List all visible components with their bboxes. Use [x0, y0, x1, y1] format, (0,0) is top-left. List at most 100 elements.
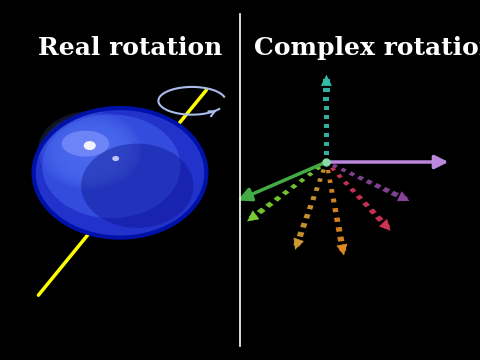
Ellipse shape: [66, 132, 153, 197]
Ellipse shape: [90, 150, 112, 167]
Polygon shape: [357, 175, 364, 181]
Polygon shape: [324, 115, 329, 119]
Ellipse shape: [81, 143, 128, 179]
Ellipse shape: [64, 131, 155, 199]
Ellipse shape: [37, 111, 201, 234]
Polygon shape: [323, 87, 330, 93]
Ellipse shape: [95, 154, 104, 161]
Ellipse shape: [42, 114, 193, 228]
Polygon shape: [290, 184, 298, 189]
Ellipse shape: [51, 121, 177, 215]
Ellipse shape: [77, 141, 133, 183]
Ellipse shape: [74, 138, 139, 187]
Polygon shape: [356, 194, 363, 200]
Polygon shape: [257, 208, 265, 214]
Polygon shape: [311, 196, 317, 201]
Polygon shape: [293, 240, 301, 246]
Polygon shape: [324, 133, 329, 137]
Circle shape: [84, 141, 96, 150]
Ellipse shape: [97, 156, 101, 159]
Ellipse shape: [92, 152, 109, 165]
Ellipse shape: [45, 117, 188, 224]
Polygon shape: [314, 187, 320, 192]
Ellipse shape: [61, 129, 160, 203]
Polygon shape: [317, 178, 323, 182]
Ellipse shape: [70, 135, 119, 172]
Polygon shape: [336, 227, 342, 232]
Ellipse shape: [53, 122, 174, 213]
Ellipse shape: [63, 130, 158, 201]
Ellipse shape: [89, 149, 115, 169]
Polygon shape: [324, 106, 329, 110]
Polygon shape: [282, 190, 289, 195]
Ellipse shape: [81, 144, 193, 228]
Ellipse shape: [47, 118, 185, 221]
Ellipse shape: [55, 124, 171, 211]
Polygon shape: [362, 202, 370, 207]
Polygon shape: [349, 188, 357, 193]
Polygon shape: [332, 208, 338, 212]
Polygon shape: [324, 124, 329, 128]
Polygon shape: [249, 213, 258, 220]
Ellipse shape: [34, 108, 206, 238]
Polygon shape: [315, 166, 321, 170]
Ellipse shape: [38, 111, 142, 189]
Polygon shape: [297, 231, 304, 237]
Polygon shape: [324, 151, 329, 155]
Polygon shape: [365, 179, 373, 185]
Polygon shape: [339, 246, 346, 251]
Ellipse shape: [87, 148, 117, 171]
Polygon shape: [327, 179, 333, 183]
Ellipse shape: [66, 132, 121, 174]
Polygon shape: [303, 213, 311, 219]
Ellipse shape: [85, 147, 120, 173]
Ellipse shape: [38, 112, 198, 231]
Ellipse shape: [42, 114, 180, 218]
Polygon shape: [399, 195, 408, 202]
Polygon shape: [369, 208, 377, 215]
Polygon shape: [330, 167, 336, 171]
Ellipse shape: [56, 125, 168, 209]
Ellipse shape: [94, 153, 107, 163]
Polygon shape: [331, 198, 336, 203]
Ellipse shape: [43, 115, 190, 225]
Ellipse shape: [71, 136, 144, 191]
Ellipse shape: [74, 139, 116, 170]
Text: Complex rotation: Complex rotation: [254, 36, 480, 60]
Polygon shape: [332, 164, 338, 168]
Polygon shape: [265, 202, 274, 208]
Ellipse shape: [54, 123, 130, 180]
Polygon shape: [375, 215, 384, 222]
Ellipse shape: [69, 135, 147, 193]
Polygon shape: [324, 142, 329, 146]
Ellipse shape: [84, 146, 123, 175]
Ellipse shape: [40, 113, 196, 230]
Ellipse shape: [76, 140, 136, 185]
Polygon shape: [343, 181, 349, 186]
Ellipse shape: [79, 142, 131, 181]
Ellipse shape: [42, 114, 139, 187]
Polygon shape: [374, 183, 382, 189]
Polygon shape: [274, 195, 282, 202]
Ellipse shape: [58, 126, 166, 207]
Circle shape: [112, 156, 119, 161]
Polygon shape: [329, 189, 335, 193]
Ellipse shape: [48, 119, 182, 219]
Polygon shape: [391, 191, 399, 197]
Text: Real rotation: Real rotation: [38, 36, 223, 60]
Polygon shape: [321, 169, 326, 173]
Ellipse shape: [68, 134, 150, 195]
Ellipse shape: [34, 108, 206, 238]
Polygon shape: [307, 172, 313, 177]
Polygon shape: [340, 168, 347, 172]
Ellipse shape: [35, 109, 204, 235]
Ellipse shape: [82, 144, 125, 177]
Ellipse shape: [62, 129, 124, 176]
Polygon shape: [300, 222, 308, 228]
Ellipse shape: [61, 131, 109, 157]
Polygon shape: [299, 178, 305, 183]
Ellipse shape: [58, 126, 127, 178]
Polygon shape: [382, 187, 390, 193]
Ellipse shape: [72, 137, 142, 189]
Polygon shape: [336, 174, 343, 179]
